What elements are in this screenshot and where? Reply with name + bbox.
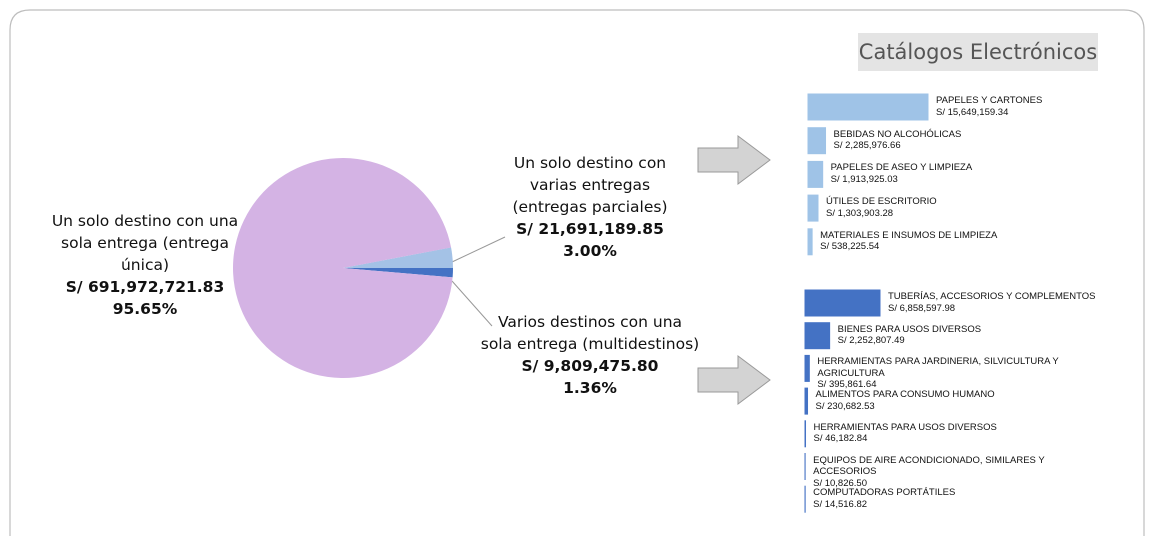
- category-label: Varios destinos con una sola entrega (mu…: [480, 313, 700, 353]
- bar-label: MATERIALES E INSUMOS DE LIMPIEZA S/ 538,2…: [820, 230, 1110, 253]
- bar-label: ALIMENTOS PARA CONSUMO HUMANO S/ 230,682.…: [816, 389, 1106, 412]
- category-label: HERRAMIENTAS PARA USOS DIVERSOS: [813, 421, 997, 433]
- bar-label: COMPUTADORAS PORTÁTILES S/ 14,516.82: [813, 487, 1103, 510]
- bar: [804, 289, 881, 317]
- value-label: S/ 230,682.53: [815, 400, 875, 412]
- bar-label: PAPELES DE ASEO Y LIMPIEZA S/ 1,913,925.0…: [831, 162, 1121, 185]
- value-label: S/ 1,303,903.28: [825, 207, 894, 219]
- leader-line: [451, 236, 506, 263]
- value-label: S/ 1,913,925.03: [830, 173, 898, 185]
- value-label: S/ 9,809,475.80: [521, 357, 659, 375]
- category-label: Un solo destino con una sola entrega (en…: [51, 212, 239, 274]
- bar: [804, 354, 810, 382]
- arrow: [697, 135, 771, 185]
- category-label: PAPELES Y CARTONES: [936, 95, 1043, 106]
- value-label: S/ 2,285,976.66: [833, 140, 901, 152]
- bar: [807, 160, 824, 188]
- bar-label: ÚTILES DE ESCRITORIO S/ 1,303,903.28: [826, 196, 1116, 219]
- bar: [807, 93, 929, 121]
- category-label: ÚTILES DE ESCRITORIO: [825, 196, 937, 208]
- bar-label: TUBERÍAS, ACCESORIOS Y COMPLEMENTOS S/ 6,…: [888, 291, 1154, 314]
- category-label: COMPUTADORAS PORTÁTILES: [813, 487, 956, 499]
- title: Catálogos Electrónicos: [858, 33, 1098, 71]
- value-label: S/ 6,858,597.98: [888, 302, 956, 314]
- bar-label: EQUIPOS DE AIRE ACONDICIONADO, SIMILARES…: [813, 455, 1103, 490]
- value-label: S/ 10,826.50: [813, 477, 867, 489]
- pie-label: Un solo destino con varias entregas (ent…: [495, 152, 685, 262]
- value-label: S/ 538,225.54: [820, 241, 880, 253]
- category-label: Un solo destino con varias entregas (ent…: [512, 154, 668, 216]
- category-label: TUBERÍAS, ACCESORIOS Y COMPLEMENTOS: [888, 291, 1096, 302]
- bar-label: BEBIDAS NO ALCOHÓLICAS S/ 2,285,976.66: [834, 129, 1124, 152]
- bar-label: HERRAMIENTAS PARA JARDINERIA, SILVICULTU…: [817, 356, 1107, 391]
- bar: [804, 420, 807, 448]
- value-label: S/ 395,861.64: [817, 379, 877, 391]
- value-label: S/ 2,252,807.49: [837, 335, 905, 347]
- category-label: BIENES PARA USOS DIVERSOS: [837, 323, 982, 335]
- category-label: ALIMENTOS PARA CONSUMO HUMANO: [815, 389, 995, 401]
- pie-label: Varios destinos con una sola entrega (mu…: [480, 311, 700, 399]
- percent-label: 1.36%: [563, 379, 617, 397]
- pie-slice: [343, 247, 453, 268]
- category-label: HERRAMIENTAS PARA JARDINERIA, SILVICULTU…: [817, 356, 1059, 379]
- pie-slice: [232, 158, 453, 378]
- value-label: S/ 46,182.84: [813, 433, 868, 445]
- bar: [807, 194, 819, 222]
- pie-slice: [343, 268, 453, 278]
- percent-label: 3.00%: [563, 242, 617, 260]
- category-label: EQUIPOS DE AIRE ACONDICIONADO, SIMILARES…: [813, 454, 1045, 478]
- value-label: S/ 691,972,721.83: [65, 278, 225, 296]
- frame: [9, 9, 1145, 536]
- bar: [807, 127, 827, 155]
- percent-label: 95.65%: [112, 300, 178, 318]
- pie-label: Un solo destino con una sola entrega (en…: [40, 210, 250, 320]
- arrow: [697, 355, 771, 405]
- category-label: PAPELES DE ASEO Y LIMPIEZA: [830, 162, 973, 174]
- category-label: MATERIALES E INSUMOS DE LIMPIEZA: [820, 229, 998, 241]
- value-label: S/ 14,516.82: [813, 498, 868, 510]
- bar-label: PAPELES Y CARTONES S/ 15,649,159.34: [936, 95, 1154, 118]
- bar: [804, 322, 831, 350]
- bar-label: BIENES PARA USOS DIVERSOS S/ 2,252,807.49: [838, 324, 1128, 347]
- bar: [804, 387, 809, 415]
- bar: [807, 228, 813, 256]
- leader-line: [451, 280, 493, 327]
- value-label: S/ 21,691,189.85: [516, 220, 664, 238]
- bar-label: HERRAMIENTAS PARA USOS DIVERSOS S/ 46,182…: [814, 422, 1104, 445]
- value-label: S/ 15,649,159.34: [936, 106, 1009, 118]
- category-label: BEBIDAS NO ALCOHÓLICAS: [833, 128, 962, 140]
